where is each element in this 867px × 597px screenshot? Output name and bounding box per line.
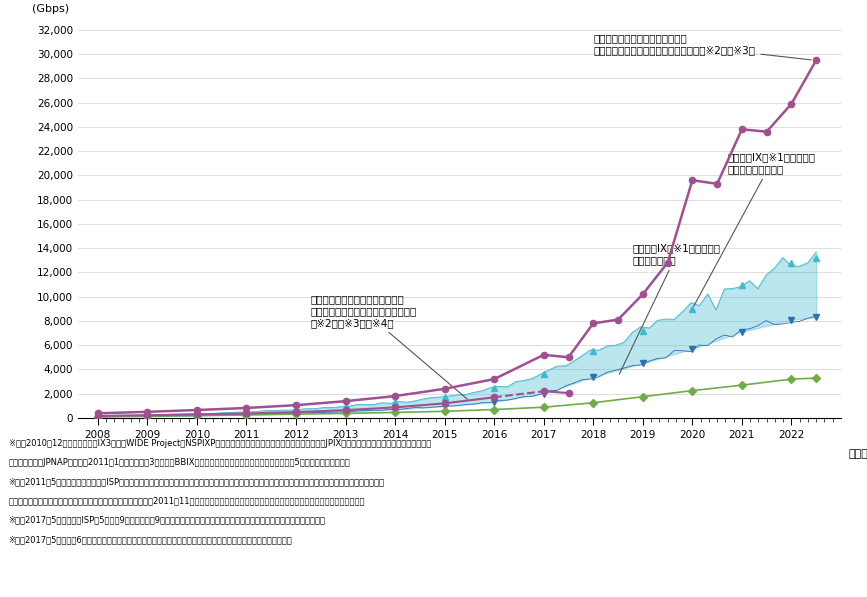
- Text: が、当該トラヒックを区別することが可能となったため、2011年11月より当該トラヒックを除く形でトラヒックの集計・試算を行うこととした。: が、当該トラヒックを区別することが可能となったため、2011年11月より当該トラ…: [9, 497, 365, 506]
- Text: 我が国のブロードバンド契約者の
総アップロードトラヒック（推定値）
（※2）（※3）（※4）: 我が国のブロードバンド契約者の 総アップロードトラヒック（推定値） （※2）（※…: [311, 294, 467, 399]
- Text: ※２　2011年5月以前は、一部の協力ISPとブロードバンドサービス契約者との間のトラヒックに携帯電話網との間の移動通信トラヒックの一部が含まれていた: ※２ 2011年5月以前は、一部の協力ISPとブロードバンドサービス契約者との間…: [9, 478, 385, 487]
- Text: ※３　2017年5月より協力ISPが5社から9社に増加し、9社からの情報による集計値及び推定値としたため、不連続が生じている。: ※３ 2017年5月より協力ISPが5社から9社に増加し、9社からの情報による集…: [9, 516, 326, 525]
- Text: 我が国のブロードバンド契約者の
総ダウンロードトラヒック（推定値）（※2）（※3）: 我が国のブロードバンド契約者の 総ダウンロードトラヒック（推定値）（※2）（※3…: [593, 33, 811, 60]
- Text: ※１　2010年12月以前は、主要IX3団体（WIDE Project（NSPIXP）、日本インターネットエクスチェンジ（株）（JPIX）及びインターネットマル: ※１ 2010年12月以前は、主要IX3団体（WIDE Project（NSPI…: [9, 439, 431, 448]
- Text: 国内主要IX（※1）における
トラヒックピーク値: 国内主要IX（※1）における トラヒックピーク値: [694, 152, 815, 306]
- Text: ※４　2017年5月から】6月までの期間に、協力事業者の一部において計測方法を見直したため、不連続が生じている。: ※４ 2017年5月から】6月までの期間に、協力事業者の一部において計測方法を見…: [9, 535, 292, 544]
- Text: 国内主要IX（※1）における
平均トラヒック: 国内主要IX（※1）における 平均トラヒック: [619, 244, 720, 374]
- Text: （年）: （年）: [849, 449, 867, 459]
- Text: （株）（JPNAP））分、2011年1月以降は上訂3団体と、BBIX（株）、エクイニクス・ジャパン（株）、記5団体分のトラヒック。: （株）（JPNAP））分、2011年1月以降は上訂3団体と、BBIX（株）、エク…: [9, 458, 350, 467]
- Text: (Gbps): (Gbps): [32, 4, 69, 14]
